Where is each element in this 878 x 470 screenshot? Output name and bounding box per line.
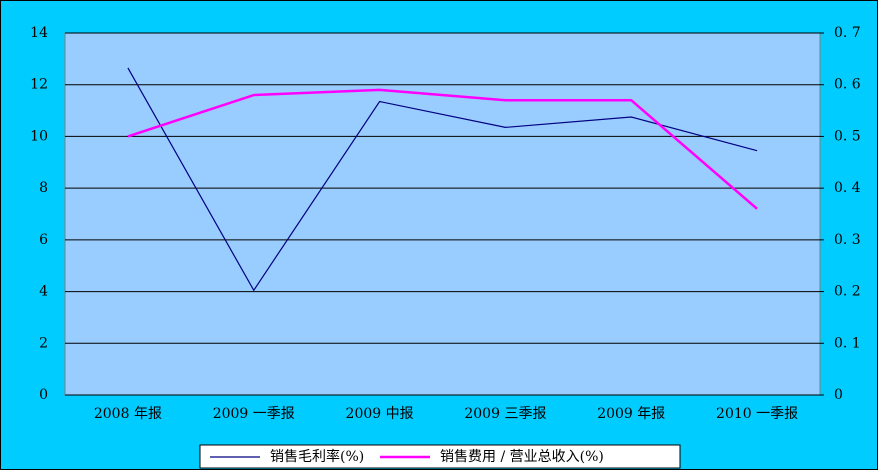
y-tick-label: 0 — [39, 387, 48, 403]
y2-tick-label: 0. 1 — [834, 335, 861, 351]
y-tick-label: 6 — [39, 232, 48, 248]
legend — [199, 444, 681, 469]
y-tick-label: 12 — [30, 77, 48, 93]
y-tick-label: 4 — [39, 284, 48, 300]
y2-tick-label: 0. 4 — [834, 180, 861, 196]
y-tick-label: 8 — [39, 180, 48, 196]
x-tick-label: 2009 中报 — [346, 406, 414, 422]
y2-tick-label: 0. 3 — [834, 232, 861, 248]
x-tick-label: 2010 一季报 — [716, 406, 798, 422]
y-tick-label: 10 — [30, 128, 48, 144]
y2-tick-label: 0. 5 — [834, 128, 861, 144]
y2-tick-label: 0. 7 — [834, 25, 861, 41]
x-tick-label: 2008 年报 — [94, 406, 162, 422]
y2-tick-label: 0. 2 — [834, 284, 861, 300]
y-tick-label: 2 — [39, 335, 48, 351]
y-tick-label: 14 — [30, 25, 48, 41]
x-tick-label: 2009 三季报 — [464, 406, 546, 422]
series-line — [127, 88, 758, 210]
y2-tick-label: 0 — [834, 387, 843, 403]
series-line — [127, 67, 758, 292]
x-tick-label: 2009 一季报 — [213, 406, 295, 422]
y2-tick-label: 0. 6 — [834, 77, 861, 93]
legend-label: 销售费用 / 营业总收入(%) — [440, 449, 604, 465]
plot-area — [64, 32, 821, 396]
x-tick-label: 2009 年报 — [597, 406, 665, 422]
legend-label: 销售毛利率(%) — [270, 448, 364, 465]
